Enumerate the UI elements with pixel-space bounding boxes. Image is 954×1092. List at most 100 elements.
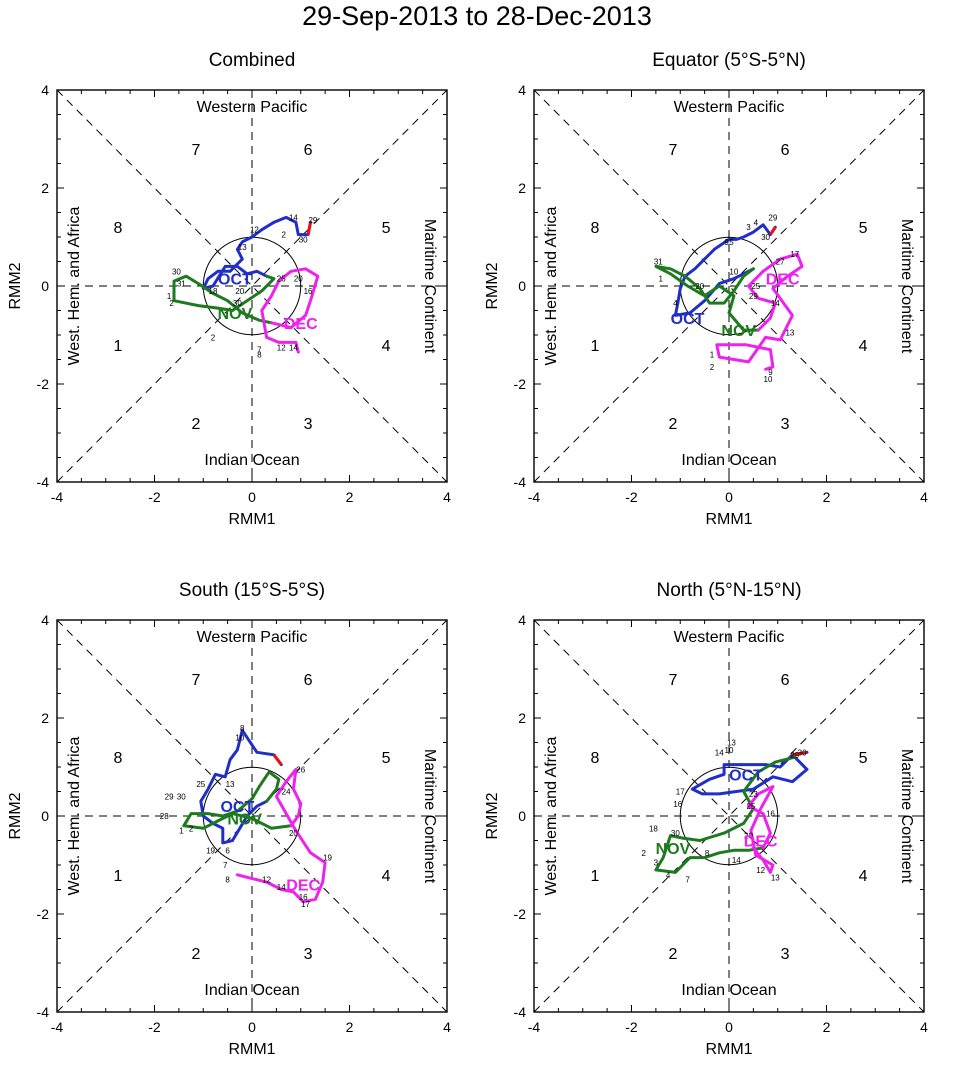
- y-tick-label: 4: [41, 612, 49, 628]
- y-tick-label: 0: [518, 278, 526, 294]
- month-label-dec: DEC: [284, 316, 318, 333]
- phase-number-4: 4: [382, 868, 391, 885]
- region-label-left: West. Hem. and Africa: [66, 206, 83, 365]
- month-label-oct: OCT: [671, 311, 705, 328]
- phase-number-2: 2: [668, 946, 677, 963]
- phase-number-2: 2: [668, 416, 677, 433]
- day-label: 14: [277, 883, 286, 892]
- month-label-dec: DEC: [766, 272, 800, 289]
- phase-diagram-north: North (5°N-15°N) -4-4 -2 -2 0 0 2 2 4 4 RMM1 RMM2 We…: [484, 580, 928, 1058]
- day-label: 10: [764, 375, 773, 384]
- day-label: 1: [659, 275, 664, 284]
- y-tick-label: -2: [514, 906, 527, 922]
- phase-number-6: 6: [781, 142, 790, 159]
- phase-diagram-equator: Equator (5°S-5°N) -4-4 -2 -2 0 0 2 2 4 4 RMM1 RMM2 W…: [484, 50, 928, 528]
- day-label: 16: [304, 287, 313, 296]
- day-label: 10: [235, 734, 244, 743]
- phase-number-3: 3: [781, 416, 790, 433]
- x-tick-label: -2: [148, 489, 161, 505]
- main-title: 29-Sep-2013 to 28-Dec-2013: [302, 1, 652, 31]
- day-label: 1: [179, 827, 184, 836]
- y-axis-label: RMM2: [484, 262, 501, 309]
- month-label-dec: DEC: [286, 878, 320, 895]
- month-label-nov: NOV: [656, 841, 691, 858]
- region-label-right: Maritime Continent: [898, 749, 915, 884]
- phase-number-8: 8: [113, 220, 122, 237]
- region-label-left: West. Hem. and Africa: [543, 736, 560, 895]
- day-label: 20: [294, 275, 303, 284]
- start-marker-line: [306, 222, 312, 235]
- day-label: 30: [233, 299, 242, 308]
- day-label: 17: [301, 900, 310, 909]
- phase-number-1: 1: [113, 868, 122, 885]
- day-label: 17: [676, 788, 685, 797]
- day-label: 29: [790, 751, 799, 760]
- month-label-nov: NOV: [227, 811, 262, 828]
- region-label-right: Maritime Continent: [898, 219, 915, 354]
- phase-number-3: 3: [304, 416, 313, 433]
- day-label: 2: [281, 231, 286, 240]
- day-label: 14: [289, 213, 298, 222]
- phase-number-2: 2: [191, 416, 200, 433]
- phase-number-7: 7: [668, 672, 677, 689]
- y-tick-label: 0: [41, 808, 49, 824]
- y-tick-label: 4: [518, 82, 526, 98]
- day-label: 2: [169, 299, 174, 308]
- day-label: 31: [654, 258, 663, 267]
- day-label: 3: [654, 859, 659, 868]
- day-label: 7: [223, 861, 228, 870]
- day-label: 18: [649, 824, 658, 833]
- region-label-right: Maritime Continent: [421, 219, 438, 354]
- x-tick-label: -4: [51, 1019, 64, 1035]
- x-axis-label: RMM1: [228, 1041, 275, 1058]
- month-label-oct: OCT: [729, 767, 763, 784]
- start-marker-line: [792, 750, 808, 757]
- day-label: 14: [771, 299, 780, 308]
- panel-title: North (5°N-15°N): [656, 580, 801, 601]
- day-label: 13: [226, 780, 235, 789]
- day-label: 12: [277, 343, 286, 352]
- phase-number-5: 5: [859, 750, 868, 767]
- x-tick-label: -2: [625, 1019, 638, 1035]
- phase-number-4: 4: [382, 338, 391, 355]
- day-label: 8: [257, 351, 262, 360]
- y-tick-label: -4: [37, 474, 50, 490]
- x-axis-label: RMM1: [228, 511, 275, 528]
- day-label: 30: [798, 748, 807, 757]
- day-label: 4: [754, 218, 759, 227]
- day-label: 29: [749, 292, 758, 301]
- phase-number-5: 5: [382, 220, 391, 237]
- day-label: 31: [177, 280, 186, 289]
- day-label: 30: [177, 792, 186, 801]
- x-tick-label: -4: [51, 489, 64, 505]
- day-label: 2: [710, 363, 715, 372]
- series-line-dec: [747, 785, 775, 874]
- region-label-bottom: Indian Ocean: [681, 452, 776, 469]
- y-tick-label: 4: [518, 612, 526, 628]
- panel-equator: Equator (5°S-5°N) -4 -4 -2 -2 0 0 2 2 4 4 RMM1 RMM2 W…: [477, 42, 954, 562]
- month-label-oct: OCT: [218, 272, 252, 289]
- series-line-oct: [201, 215, 312, 290]
- phase-number-7: 7: [668, 142, 677, 159]
- day-label: 10: [729, 267, 738, 276]
- day-label: 14: [289, 343, 298, 352]
- x-tick-label: 0: [725, 1019, 733, 1035]
- phase-number-1: 1: [113, 338, 122, 355]
- region-label-left: West. Hem. and Africa: [543, 206, 560, 365]
- y-tick-label: 0: [518, 808, 526, 824]
- x-tick-label: -2: [148, 1019, 161, 1035]
- day-label: 1: [167, 292, 172, 301]
- x-tick-label: -4: [528, 1019, 541, 1035]
- start-marker-line: [769, 226, 777, 236]
- y-tick-label: -2: [37, 376, 50, 392]
- day-label: 1: [710, 351, 715, 360]
- y-tick-label: -2: [37, 906, 50, 922]
- panel-title: Equator (5°S-5°N): [652, 50, 806, 71]
- day-label: 2: [211, 333, 216, 342]
- day-label: 16: [299, 893, 308, 902]
- day-label: 28: [160, 812, 169, 821]
- day-label: 19: [206, 846, 215, 855]
- day-label: 29: [768, 213, 777, 222]
- phase-number-5: 5: [382, 750, 391, 767]
- series-line-oct: [199, 728, 283, 845]
